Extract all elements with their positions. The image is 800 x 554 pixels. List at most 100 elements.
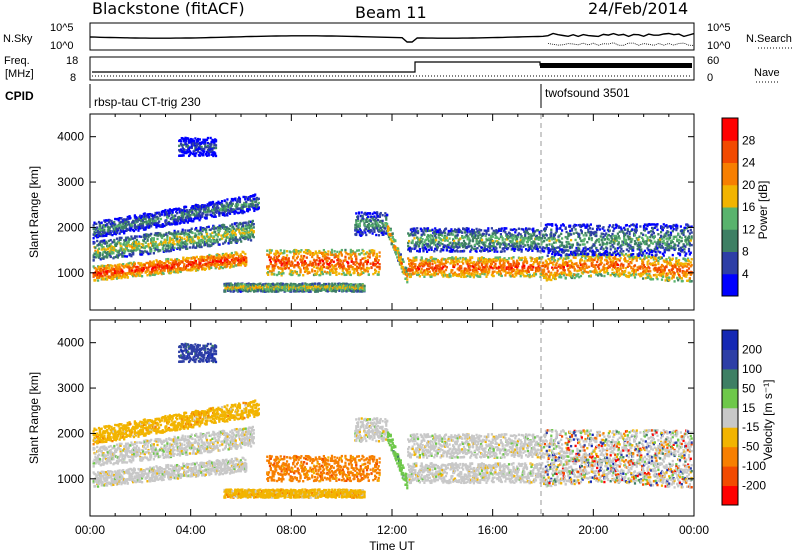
power-cell <box>98 225 102 228</box>
power-cell <box>125 273 128 277</box>
power-cell <box>162 234 165 237</box>
power-cell <box>356 215 360 218</box>
power-cell <box>327 250 330 253</box>
power-cell <box>113 246 116 250</box>
power-cell <box>337 254 340 258</box>
power-cell <box>94 232 97 236</box>
power-cell <box>401 258 404 261</box>
power-cell <box>316 270 319 273</box>
power-cell <box>199 243 202 246</box>
power-cell <box>355 227 358 230</box>
power-cell <box>239 253 242 256</box>
power-cell <box>366 260 370 264</box>
power-cell <box>357 283 360 286</box>
power-cell <box>225 212 228 216</box>
power-cell <box>253 204 256 207</box>
power-cell <box>380 231 383 235</box>
power-cell <box>341 269 344 272</box>
power-cell <box>152 246 156 249</box>
power-cell <box>143 246 147 250</box>
power-cell <box>361 232 364 236</box>
nsky-tick-top: 10^5 <box>50 22 74 34</box>
power-cell <box>119 274 122 278</box>
power-cell <box>277 290 280 293</box>
power-cell <box>96 239 99 243</box>
power-cell <box>229 290 232 293</box>
power-cell <box>106 264 110 267</box>
power-cell <box>357 211 361 214</box>
power-cell <box>335 270 338 274</box>
power-cell <box>120 245 123 249</box>
power-cell <box>160 213 163 216</box>
power-cell <box>328 257 331 260</box>
power-cell <box>203 235 206 239</box>
power-cell <box>140 274 144 278</box>
power-cell <box>198 212 201 216</box>
power-cell <box>103 247 106 250</box>
power-cell <box>234 209 237 213</box>
power-cell <box>239 290 242 293</box>
power-cell <box>237 261 241 265</box>
power-cell <box>303 290 306 293</box>
power-cell <box>316 256 319 259</box>
power-cell <box>200 245 203 249</box>
power-cell <box>230 229 233 232</box>
power-cell <box>191 212 194 215</box>
power-cell <box>397 247 400 250</box>
power-cell <box>117 219 120 222</box>
power-cell <box>287 257 290 260</box>
power-cell <box>400 260 403 264</box>
power-cell <box>109 238 112 242</box>
power-cell <box>351 250 354 253</box>
power-cell <box>156 246 159 250</box>
power-cell <box>322 285 325 288</box>
power-cell <box>451 269 454 272</box>
power-cell <box>222 263 225 266</box>
power-cell <box>146 238 149 241</box>
power-cell <box>138 262 141 265</box>
power-cell <box>223 259 226 262</box>
power-cell <box>428 262 431 265</box>
power-cell <box>237 284 240 287</box>
power-cell <box>111 264 114 268</box>
power-cell <box>210 243 213 247</box>
power-cell <box>378 213 381 216</box>
power-cell <box>179 270 182 274</box>
power-cell <box>100 245 103 248</box>
power-cell <box>184 258 188 261</box>
power-cell <box>173 266 176 269</box>
power-cell <box>192 243 195 246</box>
power-cell <box>458 260 461 264</box>
power-cell <box>327 253 330 256</box>
power-cell <box>105 278 109 281</box>
power-cell <box>375 224 378 227</box>
power-cell <box>150 268 154 271</box>
nave-tick-top: 60 <box>707 55 719 67</box>
power-cell <box>313 259 317 262</box>
power-cell <box>365 218 368 222</box>
power-cell <box>186 214 189 218</box>
power-cell <box>171 265 174 269</box>
power-cell <box>416 273 419 277</box>
power-cell <box>132 221 136 225</box>
power-cell <box>246 236 249 239</box>
power-cell <box>183 207 186 211</box>
power-cell <box>331 270 334 273</box>
power-cell <box>319 259 322 262</box>
power-cell <box>297 252 300 255</box>
power-cell <box>130 227 133 230</box>
power-cell <box>413 259 416 262</box>
power-cell <box>233 222 236 225</box>
power-cell <box>99 266 102 269</box>
power-cell <box>152 269 155 272</box>
power-cell <box>158 271 162 275</box>
power-cell <box>154 271 157 274</box>
power-cell <box>97 220 101 224</box>
power-cell <box>377 230 381 233</box>
power-cell <box>437 260 440 263</box>
power-cell <box>138 235 141 238</box>
power-cell <box>326 271 329 274</box>
power-cell <box>262 287 266 290</box>
power-cell <box>233 289 236 293</box>
power-cell <box>371 249 374 252</box>
